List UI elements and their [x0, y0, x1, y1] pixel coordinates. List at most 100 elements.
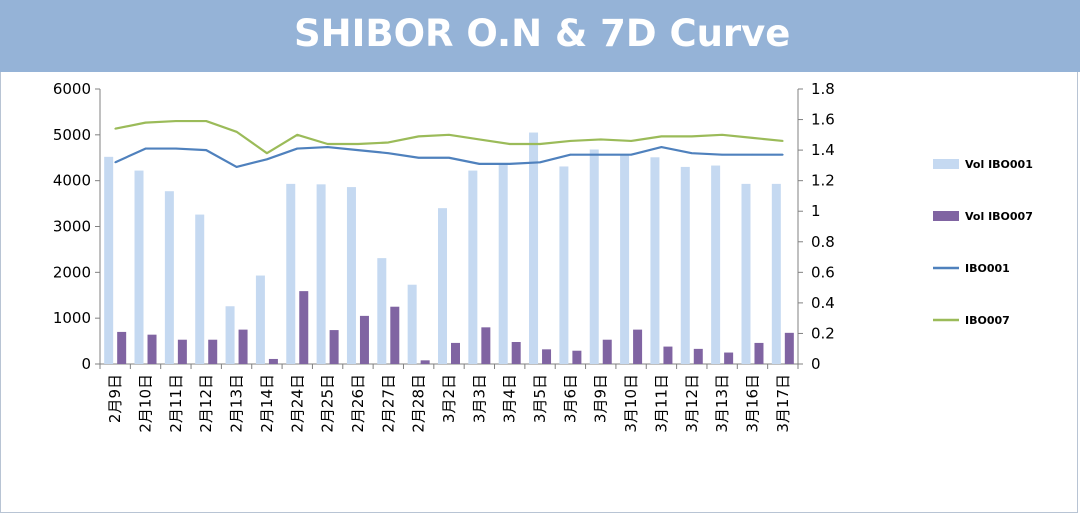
- x-axis-category-label: 2月27日: [379, 374, 397, 433]
- x-axis-category-label: 3月11日: [652, 374, 670, 433]
- point-ibo001: [690, 152, 693, 154]
- bar-vol-ibo001: [650, 157, 660, 364]
- bar-vol-ibo007: [268, 358, 278, 364]
- x-axis-category-label: 2月10日: [137, 374, 155, 433]
- x-axis-category-label: 3月2日: [440, 374, 458, 423]
- bar-vol-ibo001: [559, 166, 569, 364]
- left-axis-tick-label: 5000: [53, 126, 91, 144]
- point-ibo001: [508, 163, 511, 165]
- point-ibo001: [114, 161, 116, 164]
- right-axis-tick-label: 0.6: [811, 263, 835, 281]
- point-ibo007: [326, 143, 329, 145]
- bar-vol-ibo007: [602, 339, 612, 364]
- bar-vol-ibo001: [346, 187, 356, 364]
- point-ibo007: [508, 143, 511, 145]
- point-ibo001: [630, 153, 632, 156]
- bar-vol-ibo001: [316, 184, 326, 364]
- x-axis-category-label: 2月24日: [288, 374, 306, 433]
- x-axis-category-label: 3月10日: [622, 374, 640, 433]
- point-ibo001: [266, 158, 268, 161]
- legend-label-ibo001: IBO001: [965, 262, 1010, 275]
- title-banner: SHIBOR O.N & 7D Curve: [0, 0, 1080, 72]
- bar-vol-ibo007: [724, 352, 734, 364]
- point-ibo007: [387, 141, 390, 144]
- bar-vol-ibo001: [286, 183, 296, 364]
- bar-vol-ibo007: [542, 349, 552, 364]
- x-axis-category-label: 3月5日: [531, 374, 549, 423]
- x-axis-category-label: 3月13日: [713, 374, 731, 433]
- point-ibo007: [690, 135, 693, 138]
- x-axis-category-label: 2月12日: [197, 374, 215, 433]
- x-axis-category-label: 2月25日: [319, 374, 337, 433]
- bar-vol-ibo001: [529, 132, 539, 364]
- x-axis-category-label: 3月12日: [683, 374, 701, 433]
- point-ibo001: [144, 147, 147, 150]
- legend-label-ibo007: IBO007: [965, 314, 1010, 327]
- bar-vol-ibo001: [468, 170, 478, 364]
- bar-vol-ibo007: [299, 291, 309, 364]
- bar-vol-ibo001: [741, 183, 751, 364]
- bar-vol-ibo001: [620, 154, 630, 364]
- point-ibo007: [114, 127, 116, 130]
- point-ibo001: [235, 166, 238, 168]
- x-axis-category-label: 3月3日: [470, 374, 488, 423]
- point-ibo007: [599, 138, 602, 141]
- point-ibo007: [569, 140, 572, 142]
- point-ibo007: [357, 143, 359, 145]
- bar-vol-ibo007: [572, 350, 582, 364]
- bar-vol-ibo001: [407, 284, 417, 364]
- point-ibo001: [751, 153, 754, 156]
- point-ibo007: [721, 134, 723, 136]
- bar-vol-ibo001: [255, 275, 265, 364]
- bar-vol-ibo007: [117, 331, 127, 364]
- bar-vol-ibo007: [784, 332, 794, 364]
- x-axis-category-label: 2月14日: [258, 374, 276, 433]
- right-axis-tick-label: 1.8: [811, 80, 835, 98]
- bar-vol-ibo001: [104, 156, 114, 364]
- point-ibo001: [326, 146, 329, 148]
- bar-vol-ibo001: [498, 164, 508, 364]
- point-ibo007: [782, 140, 784, 142]
- point-ibo007: [478, 138, 481, 141]
- bar-vol-ibo001: [680, 166, 690, 364]
- x-axis-category-label: 2月11日: [167, 374, 185, 433]
- point-ibo001: [569, 153, 572, 156]
- x-axis-category-label: 3月16日: [743, 374, 761, 433]
- point-ibo001: [417, 156, 420, 159]
- left-axis-tick-label: 4000: [53, 172, 91, 190]
- left-axis-tick-label: 0: [81, 355, 91, 373]
- point-ibo001: [387, 152, 390, 154]
- point-ibo007: [144, 121, 147, 124]
- x-axis-category-label: 2月26日: [349, 374, 367, 433]
- bar-vol-ibo001: [164, 191, 174, 364]
- point-ibo007: [417, 135, 420, 138]
- point-ibo001: [721, 153, 723, 156]
- legend-label-vol-ibo001: Vol IBO001: [965, 158, 1033, 171]
- bar-vol-ibo007: [754, 342, 764, 364]
- bar-vol-ibo007: [329, 330, 339, 364]
- bar-vol-ibo007: [451, 342, 460, 364]
- bar-vol-ibo007: [147, 334, 157, 364]
- point-ibo007: [205, 120, 208, 122]
- point-ibo007: [660, 135, 663, 138]
- line-ibo007: [114, 119, 783, 155]
- bar-vol-ibo001: [711, 165, 721, 364]
- chart-title: SHIBOR O.N & 7D Curve: [294, 12, 791, 55]
- point-ibo001: [539, 161, 541, 164]
- point-ibo007: [235, 130, 238, 133]
- right-axis-tick-label: 0: [811, 355, 821, 373]
- point-ibo007: [448, 134, 450, 136]
- point-ibo007: [751, 137, 754, 139]
- point-ibo007: [266, 152, 268, 154]
- point-ibo001: [205, 149, 208, 151]
- right-axis-tick-label: 1.4: [811, 141, 835, 159]
- x-axis-category-label: 2月28日: [410, 374, 428, 433]
- bar-vol-ibo001: [438, 208, 447, 364]
- x-axis-category-label: 3月17日: [774, 374, 792, 433]
- x-axis-category-label: 2月13日: [228, 374, 246, 433]
- right-axis-tick-label: 0.4: [811, 294, 835, 312]
- bar-vol-ibo007: [511, 342, 521, 364]
- point-ibo007: [539, 143, 541, 145]
- point-ibo001: [782, 153, 784, 156]
